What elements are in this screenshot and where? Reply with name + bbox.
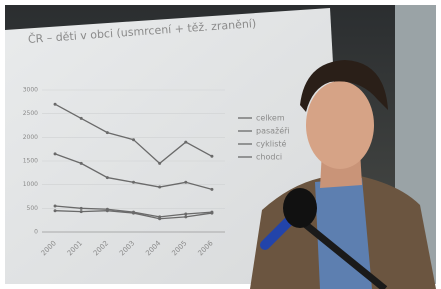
photo: ČR – děti v obci (usmrcení + těž. zraněn… xyxy=(0,0,441,289)
point xyxy=(184,213,187,216)
point xyxy=(80,210,83,213)
point xyxy=(132,138,135,141)
y-tick-label: 500 xyxy=(27,205,39,212)
y-tick-label: 1000 xyxy=(23,181,38,188)
point xyxy=(80,162,83,165)
y-tick-label: 1500 xyxy=(23,158,38,165)
y-tick-label: 3000 xyxy=(23,87,38,94)
legend-label: chodci xyxy=(256,153,282,162)
point xyxy=(106,209,109,212)
point xyxy=(54,152,57,155)
point xyxy=(80,117,83,120)
y-tick-label: 2000 xyxy=(23,134,38,141)
legend-label: pasažéři xyxy=(256,126,290,136)
face xyxy=(306,81,374,169)
point xyxy=(54,204,57,207)
point xyxy=(158,186,161,189)
point xyxy=(132,212,135,215)
point xyxy=(184,141,187,144)
point xyxy=(54,209,57,212)
microphone xyxy=(283,188,317,228)
legend-label: celkem xyxy=(256,114,285,123)
point xyxy=(132,181,135,184)
point xyxy=(106,131,109,134)
y-tick-label: 0 xyxy=(34,229,38,236)
point xyxy=(184,181,187,184)
point xyxy=(184,215,187,218)
point xyxy=(210,155,213,158)
point xyxy=(106,176,109,179)
y-tick-label: 2500 xyxy=(23,110,38,117)
point xyxy=(158,162,161,165)
point xyxy=(210,212,213,215)
point xyxy=(210,188,213,191)
point xyxy=(54,103,57,106)
point xyxy=(80,207,83,210)
point xyxy=(158,217,161,220)
legend-label: cyklisté xyxy=(256,139,287,149)
